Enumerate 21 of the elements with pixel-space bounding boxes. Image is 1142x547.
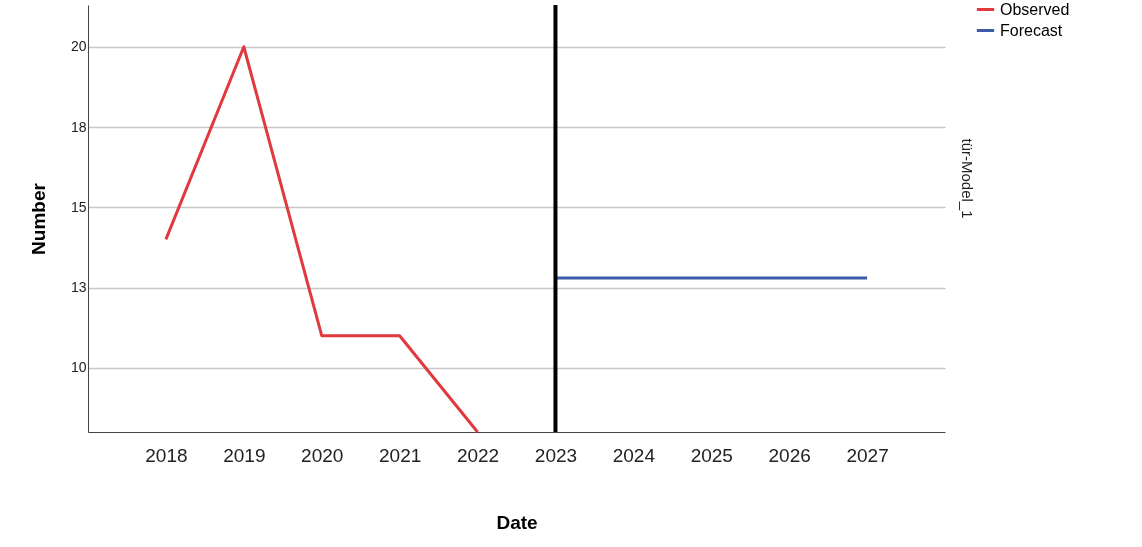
legend-label: Observed [1000,0,1070,18]
text: tür-Model_1 [959,138,976,219]
y-tick-label: 15 [70,198,87,215]
x-tick-label: 2019 [223,444,266,466]
x-tick-label: 2026 [768,444,811,466]
y-tick-label: 10 [70,359,87,376]
y-tick-label: 20 [70,38,87,55]
legend-label: Forecast [1000,21,1063,39]
x-tick-label: 2027 [846,444,889,466]
x-tick-label: 2020 [301,444,344,466]
x-axis-title: Date [496,511,538,533]
x-tick-label: 2022 [456,444,500,466]
x-tick-label: 2021 [379,444,422,466]
x-tick-label: 2025 [690,444,733,466]
y-tick-label: 13 [70,279,87,296]
x-tick-label: 2023 [534,444,578,466]
line-series [164,45,480,434]
x-tick-label: 2018 [145,444,188,466]
x-tick-label: 2024 [612,444,656,466]
y-axis-title: Number [27,182,49,255]
y-tick-label: 18 [70,118,87,135]
